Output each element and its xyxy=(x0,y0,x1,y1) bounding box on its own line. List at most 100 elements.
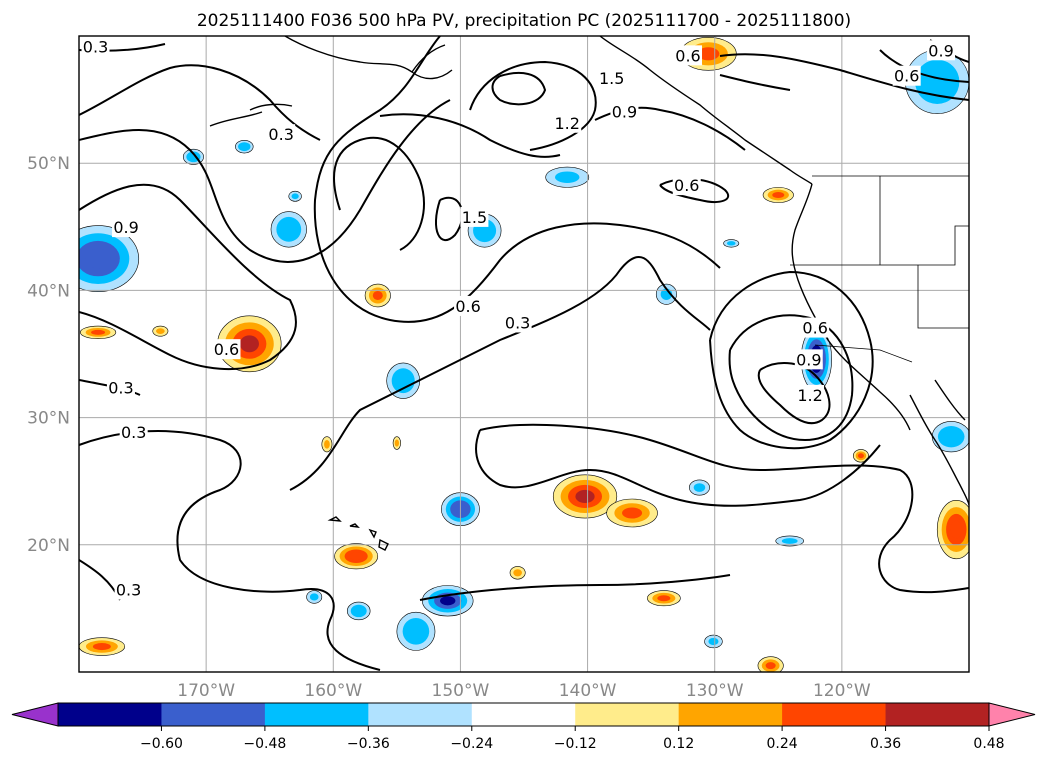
pv-contour-line xyxy=(333,136,425,251)
contour-label-background xyxy=(81,36,110,57)
precipitation-anomaly-blob xyxy=(306,590,323,604)
contour-label: 0.6 xyxy=(454,295,483,316)
contour-label: 1.5 xyxy=(460,206,489,227)
contour-label-text: 1.2 xyxy=(555,114,580,133)
contour-label: 0.9 xyxy=(927,40,956,61)
precipitation-anomaly-blob xyxy=(757,656,784,672)
contour-label-text: 0.3 xyxy=(268,125,293,144)
contour-label-text: 0.3 xyxy=(505,313,530,332)
precipitation-anomaly-blob xyxy=(386,362,421,399)
contour-label-text: 1.5 xyxy=(599,69,624,88)
baja-coast xyxy=(909,394,969,506)
contour-label: 0.3 xyxy=(267,124,296,145)
precipitation-anomaly-blob xyxy=(364,283,391,308)
contour-label: 0.3 xyxy=(119,421,148,442)
longitude-tick-label: 150°W xyxy=(432,681,490,701)
longitude-labels: 170°W 160°W 150°W 140°W 130°W 120°W xyxy=(177,681,871,701)
pv-contours xyxy=(79,36,969,671)
contour-label-text: 0.9 xyxy=(113,218,138,237)
latitude-tick-label: 40°N xyxy=(27,281,70,301)
precipitation-anomaly-level xyxy=(943,430,959,443)
longitude-tick-label: 120°W xyxy=(813,681,871,701)
british-columbia-coast xyxy=(599,36,813,185)
latitude-tick-label: 30°N xyxy=(27,409,70,429)
precipitation-anomaly-blob xyxy=(852,449,869,463)
precipitation-anomaly-level xyxy=(950,520,963,539)
precipitation-anomaly-blob xyxy=(552,474,618,519)
precipitation-anomaly-blob xyxy=(775,535,805,547)
mexico-mainland-coast xyxy=(934,379,966,421)
precipitation-anomaly-level xyxy=(394,439,400,447)
pv-contour-line xyxy=(289,256,711,491)
colorbar-segment xyxy=(885,703,990,726)
precipitation-anomaly-level xyxy=(765,662,776,670)
contour-label-background xyxy=(454,295,483,316)
contour-label-background xyxy=(597,68,626,89)
precipitation-anomaly-level xyxy=(309,593,319,601)
hawaii-islands xyxy=(327,516,389,551)
precipitation-anomaly-level xyxy=(726,241,736,246)
contour-label-text: 0.6 xyxy=(675,46,700,65)
precipitation-anomaly-level xyxy=(239,335,259,353)
precipitation-anomaly-level xyxy=(240,144,248,150)
colorbar-tick-label: −0.24 xyxy=(450,736,493,752)
precipitation-anomaly-blob xyxy=(762,187,794,203)
precipitation-anomaly-blob xyxy=(688,479,710,496)
colorbar-tick-label: 0.12 xyxy=(663,736,694,752)
colorbar-tick-label: −0.60 xyxy=(140,736,183,752)
graticule xyxy=(79,36,969,672)
contour-label: 0.6 xyxy=(212,339,241,360)
contour-label-background xyxy=(119,421,148,442)
colorbar-extend-low xyxy=(11,702,59,727)
contour-label-text: 1.2 xyxy=(797,386,822,405)
colorbar-segment xyxy=(575,703,680,726)
contour-label-background xyxy=(672,175,701,196)
pv-contour-line xyxy=(719,53,969,101)
contour-label: 0.3 xyxy=(106,377,135,398)
precipitation-anomaly-blob xyxy=(936,499,969,560)
contour-label: 1.2 xyxy=(796,384,825,405)
precipitation-anomaly-level xyxy=(924,69,950,95)
contour-label-background xyxy=(796,384,825,405)
contour-label-text: 0.3 xyxy=(108,378,133,397)
precipitation-anomaly-level xyxy=(555,171,580,183)
precipitation-anomaly-blob xyxy=(79,325,117,340)
contour-label-background xyxy=(927,40,956,61)
contour-label: 0.6 xyxy=(801,317,830,338)
contour-label: 0.3 xyxy=(81,36,110,57)
precipitation-anomaly-level xyxy=(156,328,165,334)
pv-contour-line xyxy=(313,36,721,323)
pv-contour-line xyxy=(79,429,381,671)
pv-contour-line xyxy=(379,113,561,158)
contour-label: 0.6 xyxy=(672,175,701,196)
pv-contour-line xyxy=(419,574,731,601)
contour-label-text: 0.6 xyxy=(455,297,480,316)
precipitation-anomaly-blob xyxy=(152,325,169,337)
contour-label-background xyxy=(794,349,823,370)
colorbar-segment xyxy=(782,703,887,726)
contour-label: 0.9 xyxy=(112,217,141,238)
map-area: 0.3 0.3 0.9 0.6 0.3 0.3 0.3 1.5 1.2 0.9 1.5 0.6 0.3 0… xyxy=(78,35,970,673)
precipitation-anomaly-level xyxy=(772,191,785,199)
pv-contour-line xyxy=(475,429,881,507)
precipitation-anomaly-blob xyxy=(79,637,126,656)
colorbar-segment xyxy=(368,703,473,726)
state-borders xyxy=(790,175,969,363)
contour-label: 0.6 xyxy=(674,45,703,66)
colorbar-segment xyxy=(161,703,266,726)
precipitation-anomaly-level xyxy=(697,47,720,61)
colorbar-tick-label: 0.24 xyxy=(767,736,798,752)
colorbar-tick-label: 0.48 xyxy=(973,736,1004,752)
pv-contour-line xyxy=(435,196,464,242)
contour-label-background xyxy=(503,312,532,333)
colorbar-tick-label: −0.12 xyxy=(554,736,597,752)
contour-label: 0.9 xyxy=(794,349,823,370)
contour-label-text: 0.3 xyxy=(121,423,146,442)
contour-label-background xyxy=(114,579,143,600)
us-west-coast xyxy=(791,183,911,431)
precipitation-anomaly-blob xyxy=(235,140,254,154)
precipitation-anomaly-blob xyxy=(334,543,379,570)
contour-label: 0.6 xyxy=(892,65,921,86)
precipitation-anomaly-level xyxy=(324,439,330,449)
contour-label-background xyxy=(892,65,921,86)
